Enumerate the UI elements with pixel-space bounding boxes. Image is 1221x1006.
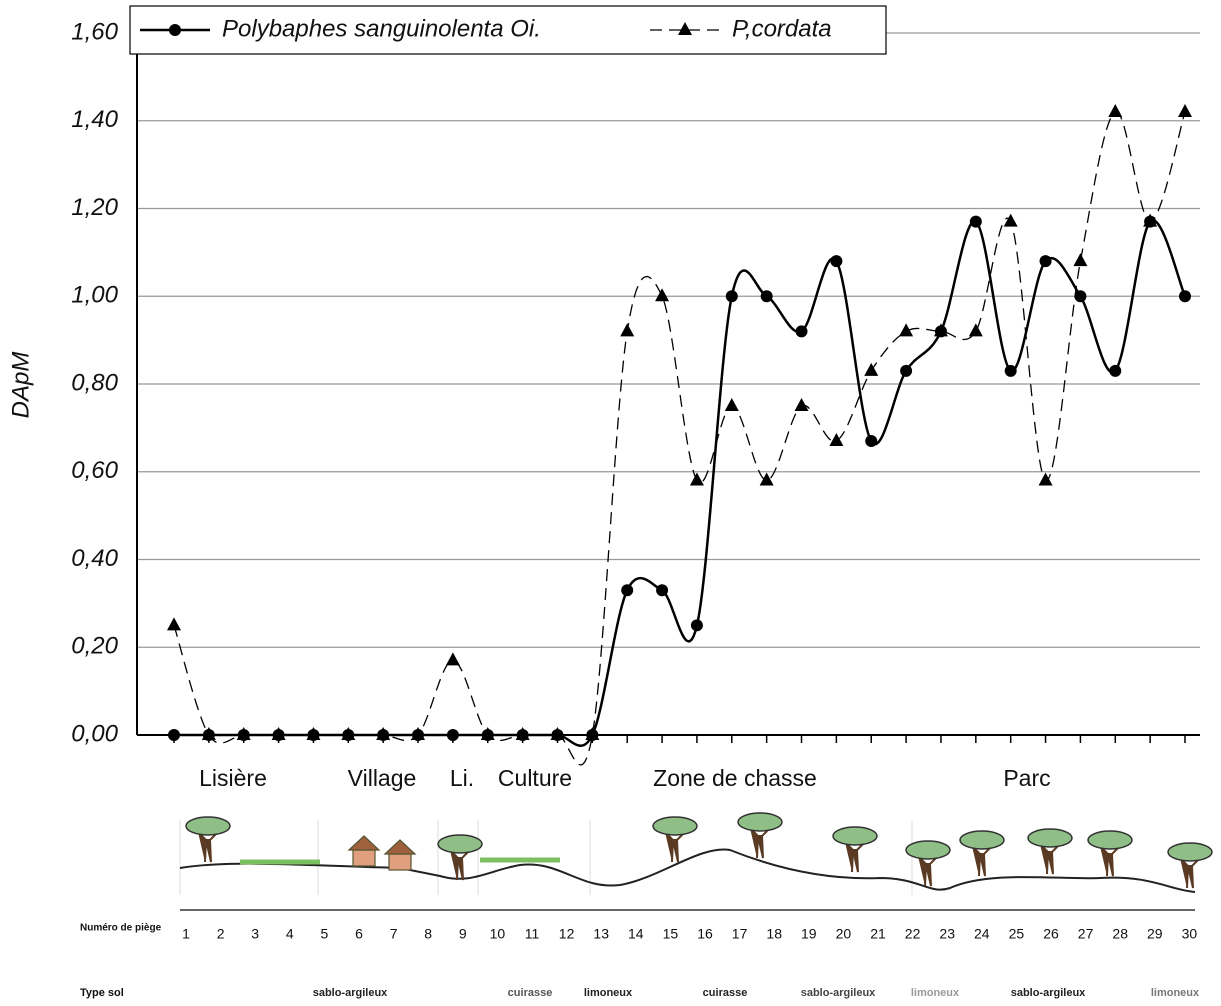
circle-marker xyxy=(1179,290,1191,302)
y-tick-label: 1,40 xyxy=(71,106,118,133)
trap-number: 3 xyxy=(251,926,259,942)
triangle-marker xyxy=(1004,214,1018,227)
zone-label: Zone de chasse xyxy=(653,765,817,791)
trap-number: 22 xyxy=(905,926,921,942)
zone-label: Village xyxy=(348,765,417,791)
trap-number: 14 xyxy=(628,926,644,942)
soil-type: sablo-argileux xyxy=(801,987,876,999)
circle-marker xyxy=(726,290,738,302)
y-tick-label: 0,40 xyxy=(71,545,118,572)
soil-row-label: Type sol xyxy=(80,987,124,999)
y-tick-label: 1,00 xyxy=(71,282,118,309)
trap-number: 12 xyxy=(559,926,575,942)
soil-type: sablo-argileux xyxy=(313,987,388,999)
circle-marker xyxy=(830,255,842,267)
y-tick-label: 0,00 xyxy=(71,720,118,747)
triangle-marker xyxy=(864,363,878,376)
circle-marker xyxy=(900,365,912,377)
triangle-marker xyxy=(829,433,843,446)
triangle-marker xyxy=(1073,253,1087,266)
trap-number: 10 xyxy=(490,926,506,942)
y-axis-label: DApM xyxy=(7,352,34,419)
triangle-marker xyxy=(969,323,983,336)
trap-number: 18 xyxy=(766,926,782,942)
trap-number: 27 xyxy=(1078,926,1094,942)
triangle-marker xyxy=(725,398,739,411)
trap-row-label: Numéro de piège xyxy=(80,923,162,934)
trap-number: 20 xyxy=(836,926,852,942)
zone-label: Culture xyxy=(498,765,572,791)
series-line xyxy=(174,112,1185,765)
trap-number: 2 xyxy=(217,926,225,942)
trap-number: 28 xyxy=(1112,926,1128,942)
zone-label: Li. xyxy=(450,765,474,791)
trap-number: 1 xyxy=(182,926,190,942)
soil-type: limoneux xyxy=(584,987,633,999)
trap-number: 19 xyxy=(801,926,817,942)
trap-number: 9 xyxy=(459,926,467,942)
legend-label: P,cordata xyxy=(732,15,832,42)
soil-type: sablo-argileux xyxy=(1011,987,1086,999)
triangle-marker xyxy=(167,617,181,630)
trap-number: 26 xyxy=(1043,926,1059,942)
triangle-marker xyxy=(795,398,809,411)
trap-number: 13 xyxy=(593,926,609,942)
trap-number: 24 xyxy=(974,926,990,942)
trap-number: 8 xyxy=(424,926,432,942)
trap-number: 6 xyxy=(355,926,363,942)
soil-type: limoneux xyxy=(911,987,960,999)
circle-marker xyxy=(970,216,982,228)
trap-number: 16 xyxy=(697,926,713,942)
circle-marker xyxy=(169,24,181,36)
circle-marker xyxy=(656,584,668,596)
y-tick-label: 1,20 xyxy=(71,194,118,221)
y-tick-label: 0,20 xyxy=(71,633,118,660)
triangle-marker xyxy=(1178,104,1192,117)
trap-number: 5 xyxy=(321,926,329,942)
circle-marker xyxy=(865,435,877,447)
circle-marker xyxy=(796,325,808,337)
circle-marker xyxy=(761,290,773,302)
trap-number: 11 xyxy=(525,926,540,942)
soil-type: limoneux xyxy=(1151,987,1200,999)
trap-number: 30 xyxy=(1182,926,1198,942)
chart: DApM Numéro de piège Type sol 0,00 0,20 0,… xyxy=(0,0,1221,1006)
zone-label: Lisière xyxy=(199,765,267,791)
triangle-marker xyxy=(760,473,774,486)
trap-number: 29 xyxy=(1147,926,1163,942)
circle-marker xyxy=(1005,365,1017,377)
soil-type: cuirasse xyxy=(703,987,748,999)
legend-label: Polybaphes sanguinolenta Oi. xyxy=(222,15,541,42)
y-tick-label: 0,80 xyxy=(71,369,118,396)
trap-number: 17 xyxy=(732,926,748,942)
trap-number: 25 xyxy=(1009,926,1025,942)
triangle-marker xyxy=(690,473,704,486)
circle-marker xyxy=(691,619,703,631)
triangle-marker xyxy=(446,652,460,665)
circle-marker xyxy=(621,584,633,596)
triangle-marker xyxy=(620,323,634,336)
zone-label: Parc xyxy=(1003,765,1050,791)
triangle-marker xyxy=(1108,104,1122,117)
trap-number: 23 xyxy=(939,926,955,942)
y-tick-label: 0,60 xyxy=(71,457,118,484)
circle-marker xyxy=(1109,365,1121,377)
circle-marker xyxy=(168,729,180,741)
trap-number: 21 xyxy=(870,926,886,942)
series-line xyxy=(174,220,1185,745)
landscape-illustration xyxy=(180,813,1212,910)
soil-type: cuirasse xyxy=(508,987,553,999)
circle-marker xyxy=(1040,255,1052,267)
trap-number: 4 xyxy=(286,926,294,942)
triangle-marker xyxy=(655,288,669,301)
trap-number: 15 xyxy=(663,926,679,942)
y-tick-label: 1,60 xyxy=(71,18,118,45)
trap-number: 7 xyxy=(390,926,398,942)
circle-marker xyxy=(447,729,459,741)
